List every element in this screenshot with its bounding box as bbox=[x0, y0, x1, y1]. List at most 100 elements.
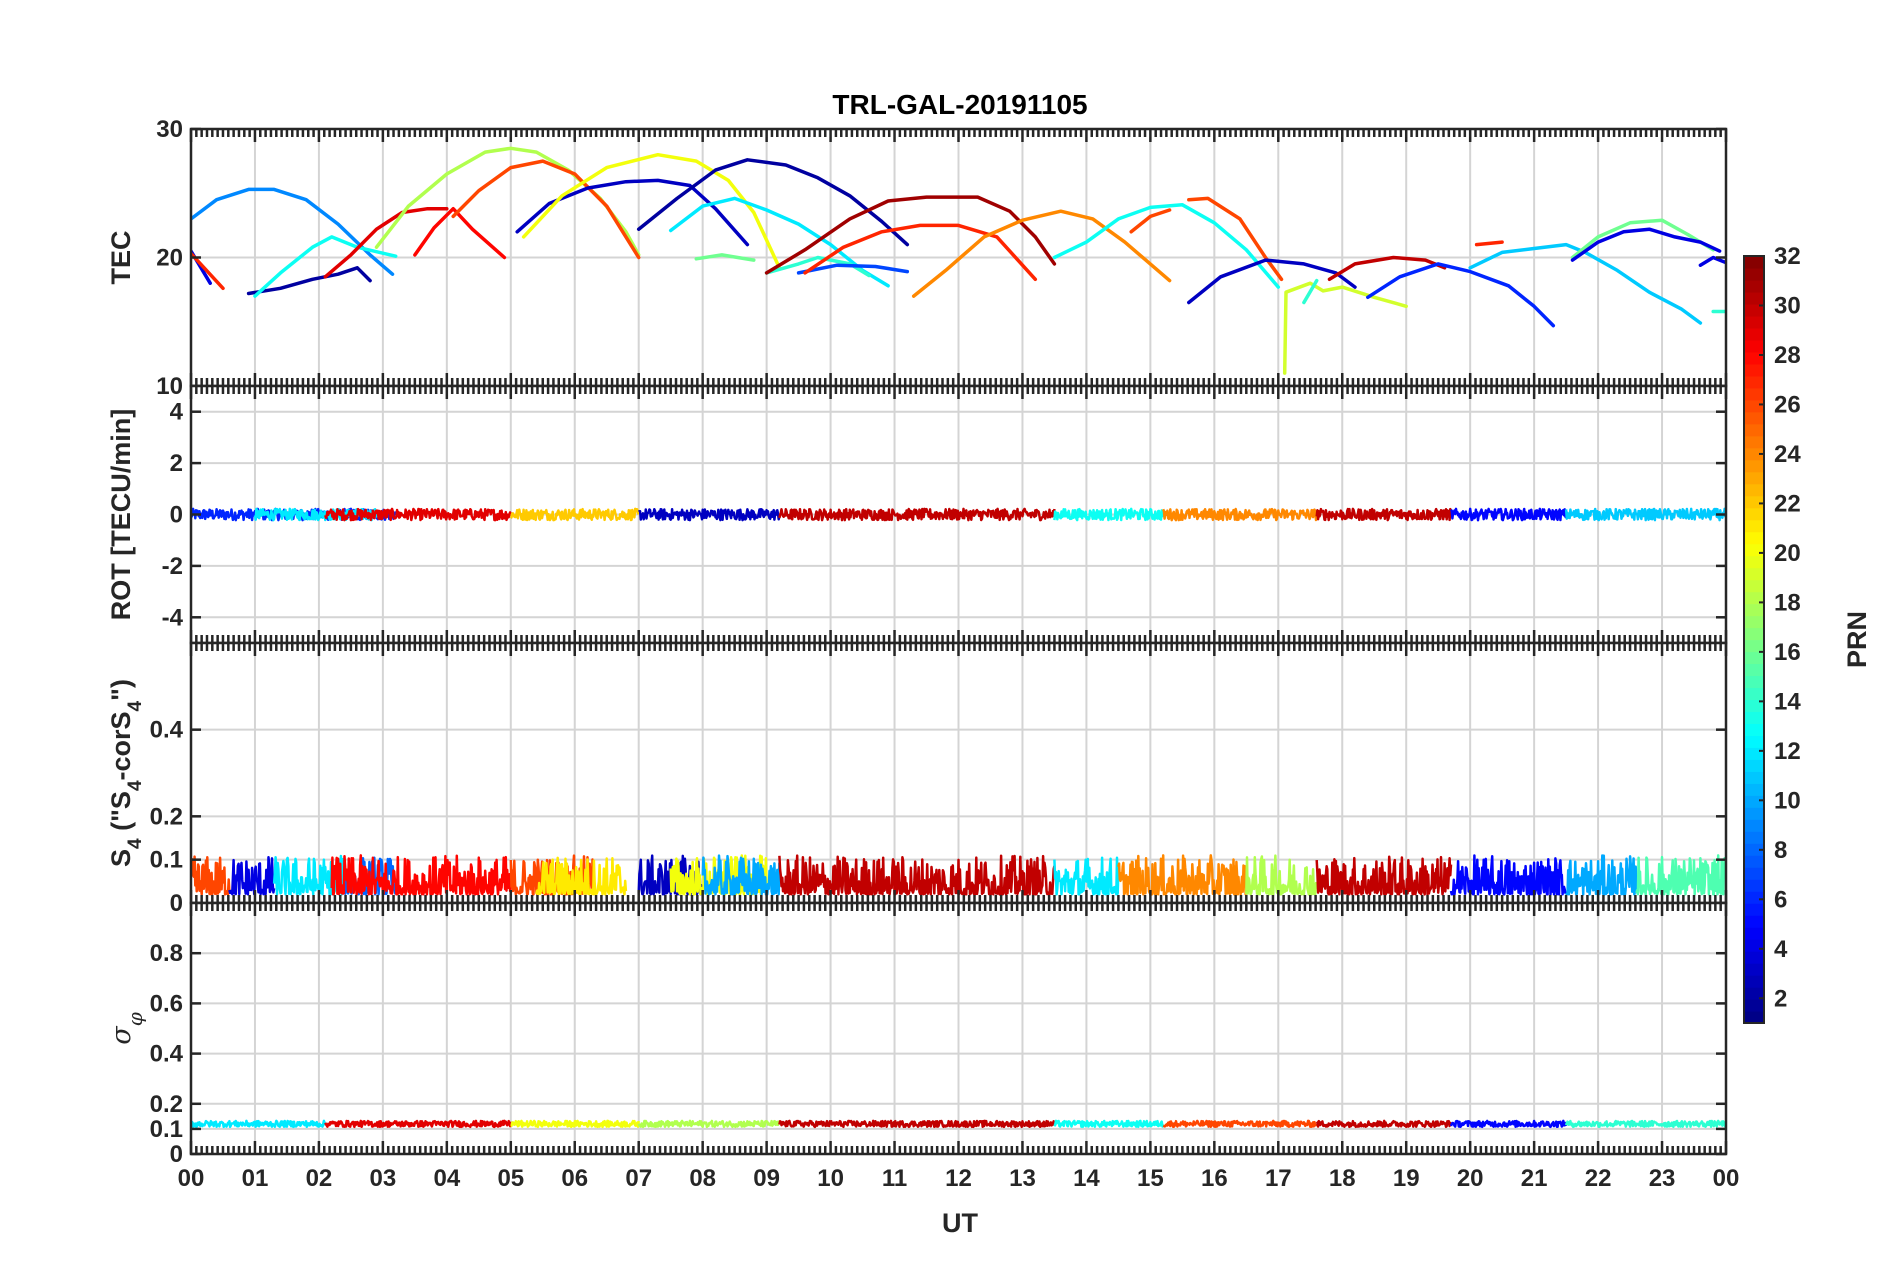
colorbar-step bbox=[1744, 387, 1764, 401]
sigma-series-prn-13-5 bbox=[1053, 1119, 1165, 1129]
tec-series-prn-13-3 bbox=[253, 235, 398, 298]
x-tick-label: 16 bbox=[1201, 1165, 1228, 1192]
sigma-grid bbox=[191, 903, 1726, 1154]
chart-title: TRL-GAL-20191105 bbox=[832, 89, 1087, 120]
colorbar-step bbox=[1744, 975, 1764, 988]
colorbar-tick-label: 28 bbox=[1774, 342, 1801, 369]
colorbar-step bbox=[1744, 423, 1764, 437]
tec-series-prn-4-31 bbox=[1698, 255, 1726, 267]
x-tick-label: 11 bbox=[882, 1165, 907, 1192]
colorbar-step bbox=[1744, 531, 1764, 545]
sigma-series-prn-30-7 bbox=[1315, 1119, 1452, 1129]
colorbar-step bbox=[1744, 927, 1764, 940]
colorbar-step bbox=[1744, 963, 1764, 976]
rot-series-prn-22-3 bbox=[509, 507, 640, 522]
colorbar-step bbox=[1744, 771, 1764, 784]
colorbar-step bbox=[1744, 831, 1764, 844]
s4-series-prn-24-12 bbox=[1117, 854, 1248, 896]
colorbar-step bbox=[1744, 591, 1764, 605]
x-tick-label: 07 bbox=[625, 1165, 652, 1192]
colorbar-step bbox=[1744, 339, 1764, 353]
rot-series-prn-12-1 bbox=[253, 507, 378, 522]
colorbar-step bbox=[1744, 279, 1764, 293]
colorbar-tick-label: 4 bbox=[1774, 936, 1788, 963]
colorbar-tick-label: 18 bbox=[1774, 589, 1801, 616]
colorbar-step bbox=[1744, 627, 1764, 641]
colorbar-tick-label: 30 bbox=[1774, 292, 1801, 319]
colorbar-step bbox=[1744, 603, 1764, 617]
sigma-series-prn-14-9 bbox=[1564, 1119, 1726, 1129]
colorbar-step bbox=[1744, 879, 1764, 892]
colorbar-step bbox=[1744, 639, 1764, 653]
colorbar-step bbox=[1744, 867, 1764, 880]
sigma-ylabel: σφ bbox=[106, 1012, 147, 1044]
x-tick-label: 08 bbox=[689, 1165, 716, 1192]
rot-ytick-label: 2 bbox=[170, 450, 183, 477]
tec-series-prn-29-5 bbox=[323, 206, 449, 279]
sigma-ytick-label: 0.6 bbox=[150, 990, 183, 1017]
rot-ylabel: ROT [TECU/min] bbox=[106, 409, 136, 620]
s4-series-prn-15-17 bbox=[1635, 854, 1726, 896]
colorbar-tick-label: 8 bbox=[1774, 837, 1787, 864]
colorbar-step bbox=[1744, 615, 1764, 629]
colorbar-step bbox=[1744, 543, 1764, 557]
x-axis-label: UT bbox=[942, 1208, 978, 1238]
s4-series-prn-30-10 bbox=[778, 854, 1056, 896]
colorbar-step bbox=[1744, 447, 1764, 461]
tec-series-prn-30-25 bbox=[1327, 255, 1447, 282]
rot-series-prn-24-7 bbox=[1162, 507, 1318, 522]
x-tick-label: 20 bbox=[1457, 1165, 1484, 1192]
x-tick-label: 05 bbox=[497, 1165, 524, 1192]
colorbar-step bbox=[1744, 675, 1764, 689]
x-tick-label: 15 bbox=[1137, 1165, 1164, 1192]
colorbar-step bbox=[1744, 519, 1764, 533]
tec-ytick-label: 20 bbox=[156, 245, 183, 272]
tec-series-prn-14-24 bbox=[1302, 278, 1319, 305]
tec-series-prn-27-4 bbox=[191, 251, 225, 291]
colorbar-step bbox=[1744, 1011, 1764, 1024]
colorbar-label: PRN bbox=[1842, 611, 1872, 668]
colorbar-step bbox=[1744, 555, 1764, 569]
colorbar-step bbox=[1744, 699, 1764, 713]
colorbar-step bbox=[1744, 495, 1764, 509]
colorbar-step bbox=[1744, 327, 1764, 341]
tec-series-prn-28-6 bbox=[413, 206, 507, 260]
tec-series-prn-26-21 bbox=[1187, 196, 1284, 282]
colorbar-step bbox=[1744, 363, 1764, 377]
rot-ytick-label: -4 bbox=[162, 604, 184, 631]
tec-series-prn-27-27 bbox=[1474, 240, 1504, 247]
colorbar-step bbox=[1744, 291, 1764, 305]
tec-series-prn-7-15 bbox=[796, 263, 910, 275]
x-tick-label: 10 bbox=[817, 1165, 844, 1192]
x-tick-label: 14 bbox=[1073, 1165, 1100, 1192]
s4-ticks bbox=[189, 643, 1728, 903]
x-tick-label: 06 bbox=[561, 1165, 588, 1192]
colorbar-step bbox=[1744, 579, 1764, 593]
colorbar-step bbox=[1744, 267, 1764, 281]
x-tick-label: 22 bbox=[1585, 1165, 1612, 1192]
s4-series-prn-12-11 bbox=[1053, 856, 1120, 896]
sigma-ticks bbox=[189, 903, 1728, 1154]
x-tick-label: 17 bbox=[1265, 1165, 1292, 1192]
tec-series-prn-27-17 bbox=[803, 223, 1038, 282]
tec-ytick-label: 10 bbox=[156, 373, 183, 400]
panel-rot: -4 -2 0 2 4 ROT [TECU/min] bbox=[106, 384, 1728, 645]
colorbar-step bbox=[1744, 807, 1764, 820]
s4-ytick-label: 0.1 bbox=[150, 847, 183, 874]
x-tick-label: 00 bbox=[178, 1165, 205, 1192]
panel-sigma: 00.10.2 0.4 0.6 0.8 σφ bbox=[106, 901, 1728, 1168]
colorbar-step bbox=[1744, 999, 1764, 1012]
sigma-series-prn-20-2 bbox=[510, 1119, 640, 1129]
colorbar-step bbox=[1744, 819, 1764, 832]
colorbar-tick-label: 6 bbox=[1774, 886, 1787, 913]
sigma-ytick-label: 0.8 bbox=[150, 940, 183, 967]
s4-series-prn-30-14 bbox=[1315, 855, 1453, 896]
colorbar-step bbox=[1744, 315, 1764, 329]
colorbar-tick-label: 24 bbox=[1774, 441, 1801, 468]
tec-series-prn-31-16 bbox=[764, 195, 1057, 275]
rot-ytick-label: 0 bbox=[170, 502, 183, 529]
colorbar-step bbox=[1744, 459, 1764, 473]
s4-ylabel: S4 ("S4-corS4") bbox=[106, 679, 146, 867]
